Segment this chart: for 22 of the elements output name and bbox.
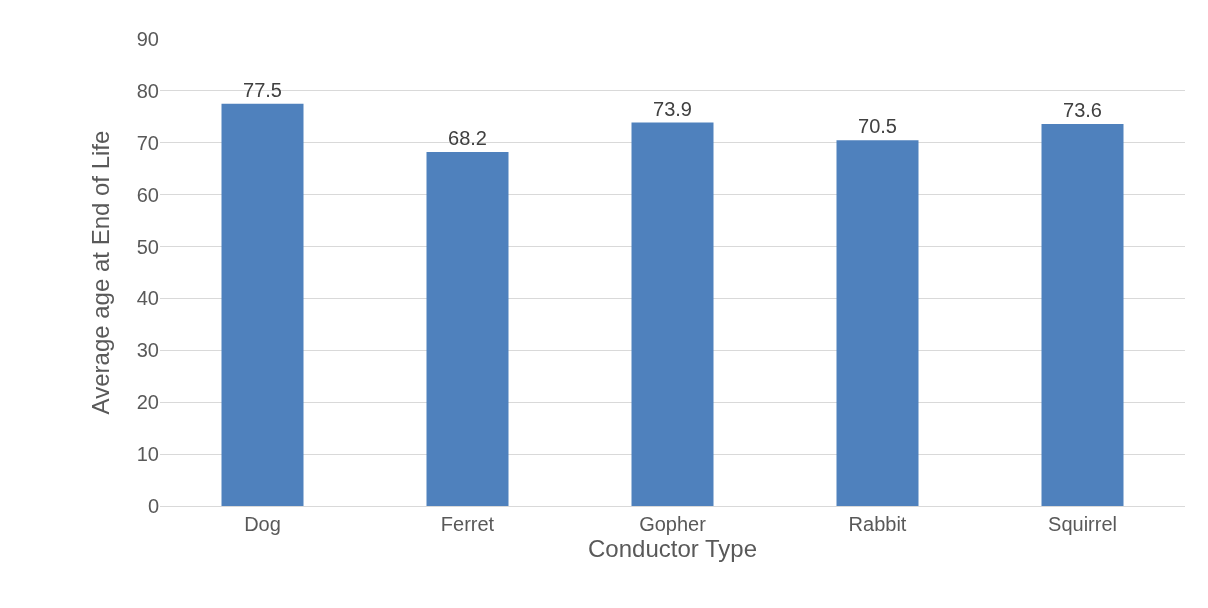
x-tick-label: Squirrel (1048, 513, 1117, 535)
y-tick-label: 50 (136, 235, 159, 258)
data-label: 73.9 (653, 97, 692, 120)
y-tick-label: 80 (136, 79, 159, 102)
y-tick-label: 30 (136, 339, 159, 362)
x-tick-label: Ferret (440, 513, 495, 535)
x-tick-label: Rabbit (848, 513, 907, 535)
x-tick-label: Dog (244, 513, 281, 535)
y-tick-label: 70 (136, 131, 159, 154)
y-tick-label: 0 (147, 495, 159, 517)
data-label: 68.2 (448, 127, 487, 150)
y-tick-label: 60 (136, 183, 159, 206)
y-tick-label: 10 (136, 443, 159, 466)
data-label: 77.5 (243, 78, 282, 101)
data-label: 70.5 (858, 115, 897, 138)
x-axis-title: Conductor Type (588, 535, 757, 562)
y-axis-title: Average age at End of Life (86, 130, 114, 415)
data-label: 73.6 (1063, 99, 1102, 122)
y-tick-label: 20 (136, 391, 159, 414)
y-tick-label: 40 (136, 287, 159, 310)
y-tick-label: 90 (136, 28, 159, 50)
x-tick-label: Gopher (639, 513, 707, 535)
